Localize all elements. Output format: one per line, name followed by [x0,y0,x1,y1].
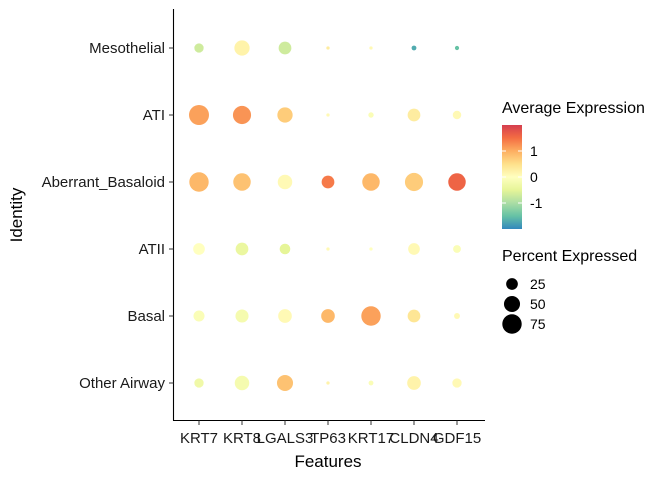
dot-basal-krt8 [235,309,249,323]
size-legend: Percent Expressed 25 50 75 [502,248,637,334]
y-tick-label: Aberrant_Basaloid [42,174,165,191]
x-tick-label: KRT7 [180,430,218,447]
dot-other-airway-krt8 [234,375,250,391]
color-legend: Average Expression 1 0 -1 [502,100,645,229]
dot-ati-krt7 [189,105,209,125]
dot-aberrant-basaloid-cldn4 [404,172,424,192]
dot-other-airway-tp63 [326,381,330,385]
x-tick-label: CLDN4 [389,430,438,447]
dot-other-airway-gdf15 [452,378,462,388]
dot-atii-gdf15 [453,245,461,253]
y-tick-label: Basal [127,308,165,325]
dot-other-airway-lgals3 [276,374,294,392]
color-legend-title: Average Expression [502,100,645,117]
x-axis-title: Features [294,452,361,471]
dot-other-airway-cldn4 [407,376,421,390]
y-ticks: Mesothelial ATI Aberrant_Basaloid ATII Basal… [42,40,174,392]
size-legend-dot [502,314,522,334]
color-legend-bar [502,125,522,229]
dot-atii-krt17 [369,247,373,251]
y-tick-label: Mesothelial [89,40,165,57]
y-axis-title: Identity [7,187,26,242]
dot-atii-lgals3 [279,243,291,255]
axes [172,9,485,422]
color-legend-ticks: 1 0 -1 [502,143,543,211]
color-legend-tick-label: 1 [530,143,538,159]
dot-ati-gdf15 [452,110,462,120]
size-legend-label: 50 [530,296,546,312]
size-legend-dot [506,278,518,290]
dot-mesothelial-krt7 [194,43,204,53]
x-tick-label: KRT8 [223,430,261,447]
dot-ati-lgals3 [277,107,293,123]
dot-mesothelial-gdf15 [454,45,460,51]
dot-aberrant-basaloid-krt8 [233,173,251,191]
size-legend-entries: 25 50 75 [502,276,546,334]
dot-aberrant-basaloid-lgals3 [277,174,293,190]
dot-basal-lgals3 [278,309,292,323]
dot-other-airway-krt7 [194,378,204,388]
x-tick-label: TP63 [310,430,346,447]
y-tick-label: ATI [143,107,165,124]
dot-mesothelial-lgals3 [278,41,292,55]
dot-basal-krt17 [361,306,381,326]
dot-aberrant-basaloid-tp63 [321,175,335,189]
color-legend-tick-label: -1 [530,195,543,211]
x-tick-label: GDF15 [433,430,481,447]
dots [189,40,466,392]
color-legend-tick-label: 0 [530,169,538,185]
y-tick-label: ATII [139,241,165,258]
dot-atii-krt7 [193,243,205,255]
dot-ati-krt17 [368,112,374,118]
size-legend-title: Percent Expressed [502,248,637,265]
size-legend-dot [503,295,521,313]
dot-aberrant-basaloid-gdf15 [448,173,466,191]
dot-basal-gdf15 [454,313,460,319]
dot-ati-cldn4 [407,108,421,122]
size-legend-label: 75 [530,316,546,332]
dot-atii-tp63 [326,247,330,251]
dot-mesothelial-krt17 [369,46,373,50]
dot-ati-krt8 [232,105,252,125]
size-legend-label: 25 [530,276,546,292]
x-tick-label: LGALS3 [257,430,314,447]
dot-atii-krt8 [235,242,249,256]
dot-basal-tp63 [321,309,335,323]
dot-basal-krt7 [193,310,205,322]
dot-atii-cldn4 [408,243,420,255]
x-tick-label: KRT17 [348,430,394,447]
dot-aberrant-basaloid-krt17 [362,173,380,191]
y-tick-label: Other Airway [79,375,165,392]
dot-mesothelial-tp63 [326,46,330,50]
dot-mesothelial-krt8 [234,40,250,56]
dot-aberrant-basaloid-krt7 [189,172,209,192]
dot-mesothelial-cldn4 [411,45,417,51]
dot-ati-tp63 [326,113,330,117]
dot-other-airway-krt17 [368,380,374,386]
dot-basal-cldn4 [407,309,421,323]
